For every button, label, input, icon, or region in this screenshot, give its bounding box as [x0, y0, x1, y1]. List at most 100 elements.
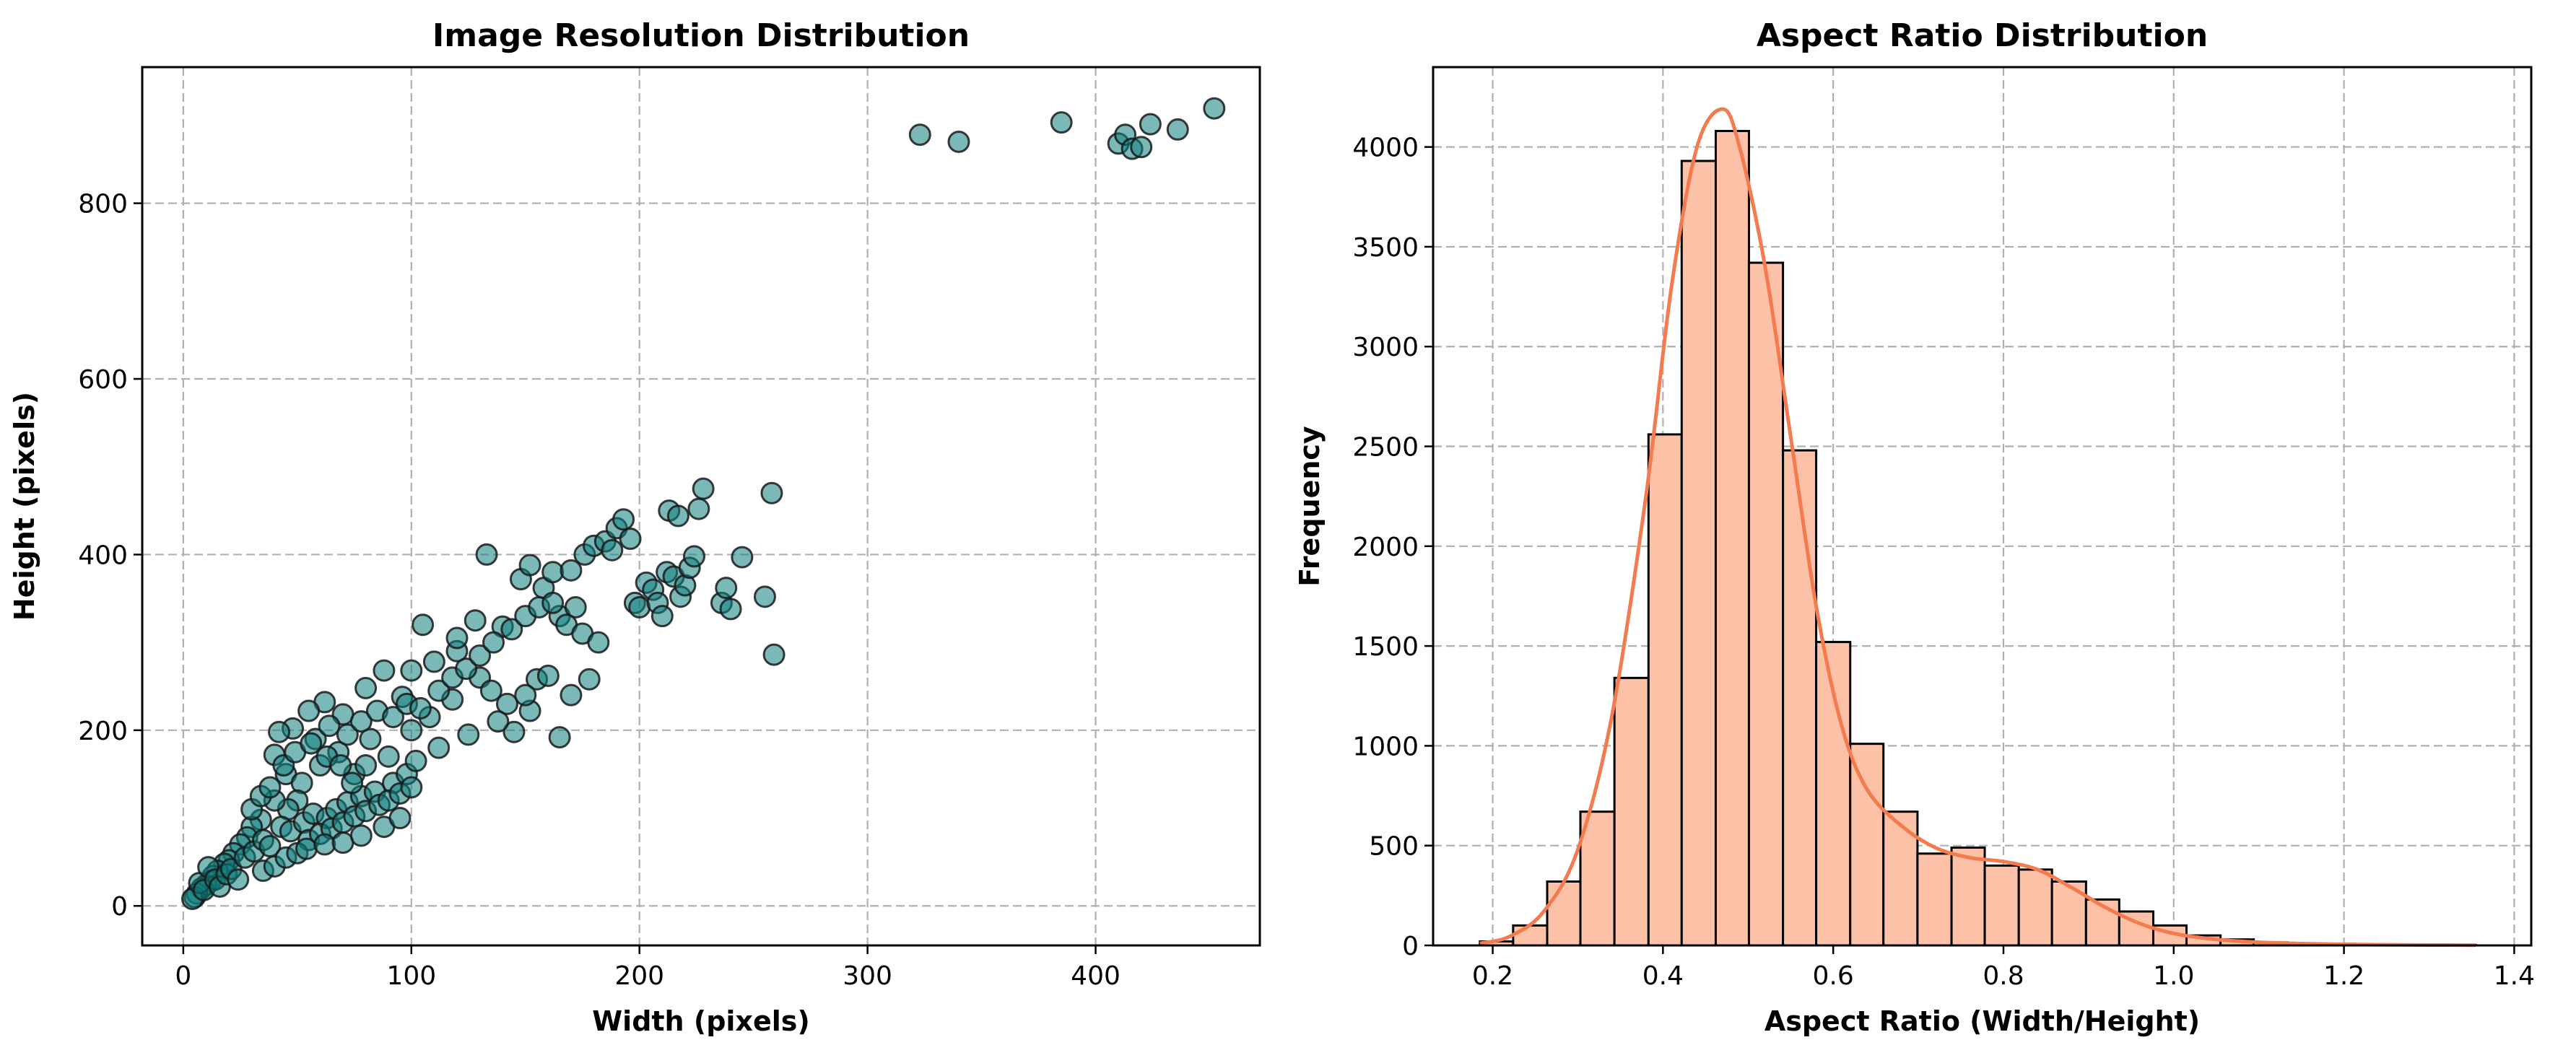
- left-y-axis-label: Height (pixels): [9, 392, 40, 621]
- scatter-point: [469, 644, 492, 667]
- scatter-point: [719, 598, 742, 621]
- x-tick-label: 300: [843, 961, 892, 991]
- scatter-point: [400, 719, 423, 742]
- scatter-point: [457, 723, 480, 746]
- scatter-point: [692, 477, 715, 500]
- scatter-point: [297, 699, 321, 722]
- x-tick-label: 200: [614, 961, 664, 991]
- scatter-point: [587, 631, 610, 654]
- y-tick-label: 1000: [1352, 732, 1419, 761]
- scatter-point: [514, 683, 537, 707]
- y-tick-label: 2000: [1352, 533, 1419, 562]
- x-tick-label: 1.2: [2323, 961, 2364, 991]
- scatter-point: [908, 123, 931, 147]
- scatter-point: [445, 626, 469, 650]
- scatter-point: [683, 545, 706, 568]
- scatter-point: [427, 736, 451, 759]
- scatter-point: [479, 679, 502, 702]
- scatter-point: [753, 585, 776, 608]
- scatter-point: [349, 710, 373, 733]
- scatter-point: [687, 497, 710, 520]
- scatter-point: [487, 710, 510, 733]
- x-tick-label: 100: [386, 961, 436, 991]
- scatter-point: [412, 613, 435, 637]
- histogram-bar: [1714, 130, 1750, 947]
- x-tick-label: 0.8: [1983, 961, 2024, 991]
- histogram-bar: [1647, 433, 1683, 947]
- scatter-point: [612, 508, 635, 531]
- scatter-point: [1203, 97, 1226, 120]
- scatter-point: [227, 868, 250, 891]
- y-tick-label: 800: [78, 190, 128, 219]
- resolution-scatter-chart: 0 100 200 300 400 0 200 400 600 800 Image Resolut…: [9, 17, 1261, 1037]
- scatter-point: [564, 595, 587, 618]
- scatter-point: [762, 643, 786, 666]
- scatter-point: [341, 771, 364, 795]
- x-tick-label: 0.4: [1642, 961, 1684, 991]
- y-tick-label: 0: [1402, 932, 1419, 961]
- scatter-point: [300, 732, 323, 755]
- scatter-point: [619, 528, 642, 551]
- scatter-point: [560, 559, 583, 582]
- scatter-point: [628, 595, 651, 618]
- scatter-point: [1050, 111, 1073, 134]
- right-y-axis-label: Frequency: [1294, 426, 1326, 587]
- scatter-point: [354, 676, 378, 699]
- scatter-point: [482, 631, 505, 654]
- y-tick-label: 3000: [1352, 333, 1419, 362]
- histogram-bar: [1747, 261, 1785, 947]
- scatter-point: [760, 481, 783, 504]
- x-tick-label: 1.4: [2494, 961, 2535, 991]
- scatter-point: [1139, 113, 1162, 136]
- y-tick-label: 4000: [1352, 134, 1419, 163]
- scatter-point: [455, 657, 478, 681]
- histogram-bar: [1613, 676, 1650, 947]
- left-chart-title: Image Resolution Distribution: [432, 17, 970, 54]
- y-tick-label: 3500: [1352, 233, 1419, 263]
- histogram-bar: [1950, 846, 1986, 947]
- scatter-point: [715, 577, 738, 600]
- right-x-axis-label: Aspect Ratio (Width/Height): [1765, 1005, 2200, 1037]
- scatter-point: [1130, 136, 1153, 159]
- x-tick-label: 1.0: [2153, 961, 2194, 991]
- right-chart-title: Aspect Ratio Distribution: [1757, 17, 2208, 54]
- scatter-point: [560, 683, 583, 707]
- scatter-point: [947, 130, 970, 153]
- scatter-point: [536, 664, 560, 687]
- histogram-bar: [1680, 159, 1717, 947]
- scatter-point: [666, 504, 689, 528]
- scatter-point: [548, 726, 571, 749]
- scatter-point: [382, 706, 405, 729]
- scatter-point: [422, 650, 445, 673]
- histogram-bar: [1782, 449, 1818, 947]
- scatter-point: [475, 543, 498, 566]
- histogram-bar: [1916, 852, 1953, 947]
- scatter-point: [295, 837, 318, 860]
- scatter-point: [502, 720, 526, 743]
- scatter-point: [578, 668, 601, 691]
- x-tick-label: 0.6: [1813, 961, 1854, 991]
- scatter-point: [388, 807, 412, 830]
- scatter-point: [601, 538, 624, 561]
- right-tick-labels: 0.2 0.4 0.6 0.8 1.0 1.2 1.4 0 500 1000 1500 2000 250…: [1352, 134, 2535, 991]
- y-tick-label: 0: [111, 892, 128, 922]
- scatter-point: [427, 679, 451, 702]
- scatter-points: [181, 97, 1226, 910]
- x-tick-label: 0.2: [1472, 961, 1513, 991]
- y-tick-label: 2500: [1352, 433, 1419, 463]
- scatter-point: [373, 659, 396, 682]
- histogram-bar: [2118, 910, 2154, 947]
- scatter-point: [349, 824, 373, 847]
- scatter-point: [731, 546, 754, 569]
- scatter-point: [313, 833, 336, 856]
- y-tick-label: 600: [78, 365, 128, 395]
- scatter-point: [268, 720, 291, 743]
- histogram-bar: [1983, 864, 2020, 947]
- left-axes-frame: [141, 66, 1261, 947]
- histogram-bar: [1882, 810, 1919, 947]
- y-tick-label: 200: [78, 717, 128, 746]
- scatter-point: [318, 714, 341, 738]
- scatter-point: [400, 659, 423, 682]
- x-tick-label: 0: [175, 961, 191, 991]
